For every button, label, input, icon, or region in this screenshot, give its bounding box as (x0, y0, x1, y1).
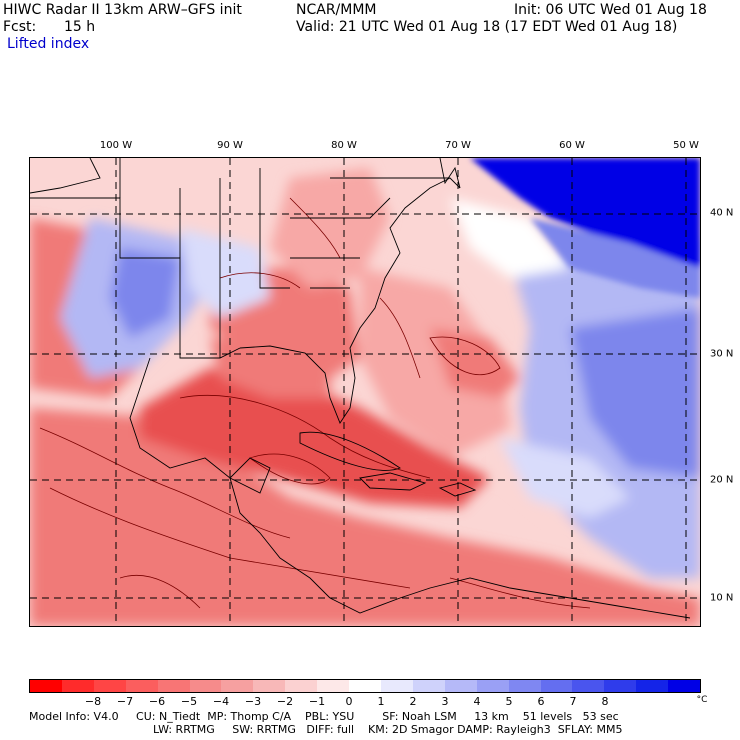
colorbar-tick-label: 7 (569, 695, 577, 708)
init-time: Init: 06 UTC Wed 01 Aug 18 (514, 2, 707, 18)
lon-label-80w: 80 W (331, 140, 357, 151)
model-title: HIWC Radar II 13km ARW–GFS init (3, 2, 242, 18)
colorbar-swatch (125, 680, 158, 692)
colorbar-tick-label: 4 (473, 695, 481, 708)
colorbar-swatch (476, 680, 509, 692)
lon-label-60w: 60 W (559, 140, 585, 151)
coastlines (30, 158, 691, 619)
lon-label-100w: 100 W (99, 140, 133, 151)
colorbar-tick-label: 5 (505, 695, 513, 708)
colorbar-tick-label: 3 (441, 695, 449, 708)
lon-label-90w: 90 W (217, 140, 243, 151)
colorbar-swatch (604, 680, 637, 692)
colorbar-tick-label: −4 (212, 695, 230, 708)
colorbar-swatch (668, 680, 701, 692)
colorbar-swatch (61, 680, 94, 692)
lat-label-40n: 40 N (710, 207, 734, 219)
colorbar-swatch (93, 680, 126, 692)
cold-air-region (470, 158, 700, 298)
lat-label-20n: 20 N (710, 474, 734, 486)
colorbar-tick-label: −3 (244, 695, 262, 708)
colorbar-tick-label: −7 (116, 695, 134, 708)
lon-label-70w: 70 W (445, 140, 471, 151)
org-label: NCAR/MMM (296, 2, 377, 18)
colorbar-swatch (636, 680, 669, 692)
colorbar-swatch (572, 680, 605, 692)
colorbar-tick-label: −2 (276, 695, 294, 708)
colorbar-tick-label: 8 (601, 695, 609, 708)
colorbar-unit: °C (696, 695, 708, 705)
colorbar (29, 679, 701, 693)
model-info-line2: LW: RRTMG SW: RRTMG DIFF: full KM: 2D Sm… (153, 723, 623, 736)
colorbar-tick-label: 6 (537, 695, 545, 708)
colorbar-swatch (540, 680, 573, 692)
colorbar-tick-label: −1 (308, 695, 326, 708)
colorbar-swatch (349, 680, 381, 692)
colorbar-swatch (412, 680, 445, 692)
lifted-index-map (29, 157, 701, 627)
colorbar-tick-label: 1 (377, 695, 385, 708)
colorbar-tick-label: 2 (409, 695, 417, 708)
colorbar-tick-label: 0 (345, 695, 353, 708)
forecast-hour: 15 h (64, 19, 96, 35)
colorbar-tick-label: −6 (148, 695, 166, 708)
colorbar-swatch (157, 680, 190, 692)
colorbar-tick-label: −5 (180, 695, 198, 708)
colorbar-swatch (380, 680, 413, 692)
colorbar-swatch (189, 680, 222, 692)
forecast-label: Fcst: (3, 19, 37, 35)
colorbar-swatch (221, 680, 254, 692)
colorbar-swatch (30, 680, 62, 692)
valid-time: Valid: 21 UTC Wed 01 Aug 18 (17 EDT Wed … (296, 19, 678, 35)
colorbar-swatch (508, 680, 541, 692)
colorbar-swatch (253, 680, 286, 692)
lat-label-30n: 30 N (710, 348, 734, 360)
model-info-line1: Model Info: V4.0 CU: N_Tiedt MP: Thomp C… (29, 710, 619, 723)
colorbar-swatch (444, 680, 477, 692)
lat-label-10n: 10 N (710, 592, 734, 604)
colorbar-swatch (317, 680, 350, 692)
field-name: Lifted index (7, 36, 90, 52)
colorbar-swatch (285, 680, 318, 692)
lon-label-50w: 50 W (673, 140, 699, 151)
latlon-grid (30, 158, 700, 626)
colorbar-tick-label: −8 (84, 695, 102, 708)
